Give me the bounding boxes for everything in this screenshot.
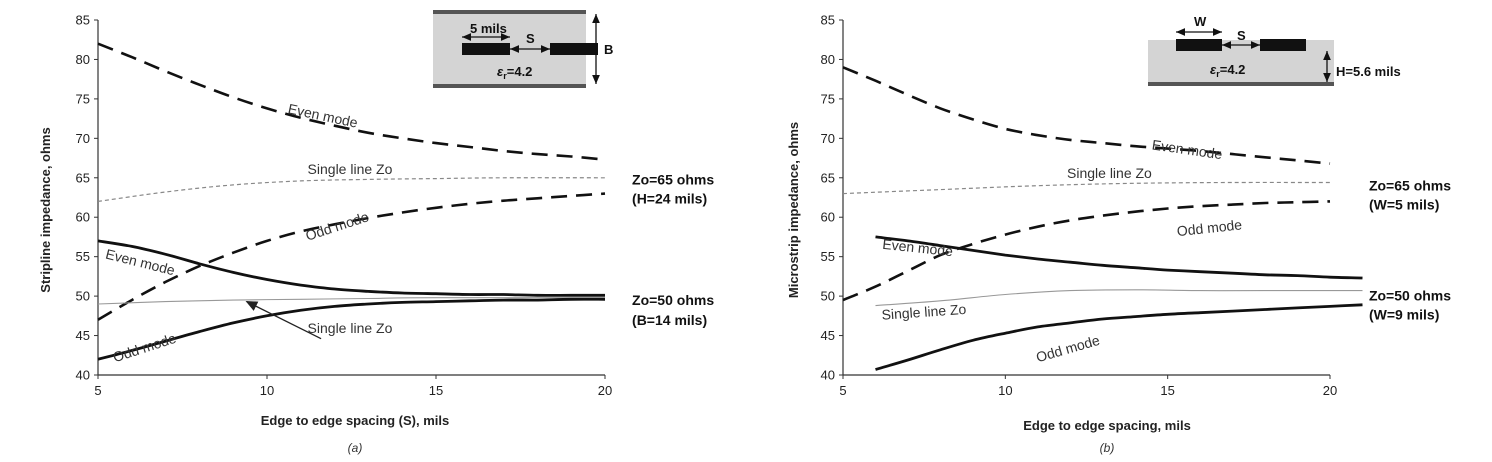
curve-label: Single line Zo xyxy=(1067,165,1152,181)
inset-spacing-label: S xyxy=(526,31,535,46)
curve-label: Even mode xyxy=(104,246,177,279)
curve-label: Odd mode xyxy=(1034,332,1101,365)
y-axis-label-a: Stripline impedance, ohms xyxy=(38,127,53,292)
inset-width-label-b: W xyxy=(1194,14,1207,29)
plot-b: 40 45 50 55 60 65 70 75 80 85 5 10 15 20 Even mode Sing… xyxy=(821,13,1452,399)
group-annotation: (H=24 mils) xyxy=(632,190,707,206)
x-tick-label: 5 xyxy=(94,383,101,398)
microstrip-inset: W S H=5.6 mils εr=4.2 xyxy=(1148,14,1401,86)
group-annotation: Zo=50 ohms xyxy=(1369,287,1451,303)
series-line-b-2 xyxy=(842,200,1331,302)
inset-trace-right-b xyxy=(1260,39,1306,51)
group-annotation: Zo=65 ohms xyxy=(632,171,714,187)
inset-permittivity: εr=4.2 xyxy=(497,64,532,81)
y-tick-label: 40 xyxy=(76,368,90,383)
curve-label: Odd mode xyxy=(304,208,371,243)
series-line-b-0 xyxy=(842,66,1331,165)
curve-label: Even mode xyxy=(287,100,360,130)
group-annotation: (W=5 mils) xyxy=(1369,197,1439,213)
y-tick-label: 40 xyxy=(821,368,835,383)
x-tick-label: 20 xyxy=(598,383,612,398)
group-annotation: Zo=65 ohms xyxy=(1369,178,1451,194)
inset-trace-left xyxy=(462,43,510,55)
y-tick-label: 50 xyxy=(76,289,90,304)
inset-ground-plane-b xyxy=(1148,82,1334,86)
inset-permittivity-b: εr=4.2 xyxy=(1210,62,1245,79)
inset-trace-right xyxy=(550,43,598,55)
panel-a: 40 45 50 55 60 65 70 75 80 85 5 10 15 20 Even mode Sing… xyxy=(38,10,714,455)
y-tick-label: 60 xyxy=(821,210,835,225)
y-tick-label: 70 xyxy=(76,131,90,146)
series-line-b-3 xyxy=(875,235,1363,280)
stripline-inset: 5 mils S B εr=4.2 xyxy=(433,10,613,88)
y-tick-label: 80 xyxy=(76,52,90,67)
x-axis-label-a: Edge to edge spacing (S), mils xyxy=(261,413,450,428)
y-tick-label: 65 xyxy=(821,170,835,185)
pointer-arrow xyxy=(245,301,322,340)
group-annotation: (B=14 mils) xyxy=(632,312,707,328)
y-tick-label: 70 xyxy=(821,131,835,146)
curve-label: Single line Zo xyxy=(308,320,393,336)
curve-label: Odd mode xyxy=(1176,216,1243,239)
y-tick-label: 75 xyxy=(76,91,90,106)
inset-height-label: B xyxy=(604,42,613,57)
inset-top-plane xyxy=(433,10,586,14)
inset-width-label: 5 mils xyxy=(470,21,507,36)
x-tick-label: 10 xyxy=(260,383,274,398)
series-line-a-4 xyxy=(97,297,606,305)
y-tick-label: 65 xyxy=(76,170,90,185)
x-axis-label-b: Edge to edge spacing, mils xyxy=(1023,418,1191,433)
series-line-a-5 xyxy=(97,297,606,361)
x-tick-label: 10 xyxy=(998,383,1012,398)
curve-label: Odd mode xyxy=(111,330,178,365)
y-tick-label: 60 xyxy=(76,210,90,225)
x-tick-label: 15 xyxy=(1160,383,1174,398)
x-tick-label: 5 xyxy=(839,383,846,398)
curve-label: Single line Zo xyxy=(881,301,967,323)
group-annotation: (W=9 mils) xyxy=(1369,306,1439,322)
y-tick-label: 80 xyxy=(821,52,835,67)
y-tick-label: 50 xyxy=(821,289,835,304)
curve-label: Single line Zo xyxy=(308,161,393,177)
y-tick-label: 85 xyxy=(821,13,835,28)
x-tick-label: 20 xyxy=(1323,383,1337,398)
inset-trace-left-b xyxy=(1176,39,1222,51)
series-line-b-5 xyxy=(875,303,1363,371)
y-tick-label: 85 xyxy=(76,13,90,28)
y-tick-label: 55 xyxy=(821,249,835,264)
y-tick-label: 45 xyxy=(821,328,835,343)
group-annotation: Zo=50 ohms xyxy=(632,292,714,308)
y-tick-label: 45 xyxy=(76,328,90,343)
curve-label: Even mode xyxy=(1151,137,1224,163)
inset-bottom-plane xyxy=(433,84,586,88)
y-tick-label: 75 xyxy=(821,91,835,106)
curve-label: Even mode xyxy=(882,236,954,259)
series-line-b-4 xyxy=(875,289,1363,307)
x-tick-label: 15 xyxy=(429,383,443,398)
series-line-a-3 xyxy=(97,239,605,297)
series-line-a-1 xyxy=(97,177,606,202)
inset-height-label-b: H=5.6 mils xyxy=(1336,64,1401,79)
series-line-b-1 xyxy=(842,181,1331,195)
y-axis-label-b: Microstrip impedance, ohms xyxy=(786,122,801,298)
panel-label-a: (a) xyxy=(348,441,363,455)
y-tick-label: 55 xyxy=(76,249,90,264)
inset-spacing-label-b: S xyxy=(1237,28,1246,43)
panel-b: 40 45 50 55 60 65 70 75 80 85 5 10 15 20 Even mode Sing… xyxy=(786,13,1451,456)
plot-a: 40 45 50 55 60 65 70 75 80 85 5 10 15 20 Even mode Sing… xyxy=(76,13,715,399)
series-line-a-0 xyxy=(97,42,606,161)
panel-label-b: (b) xyxy=(1100,441,1115,455)
